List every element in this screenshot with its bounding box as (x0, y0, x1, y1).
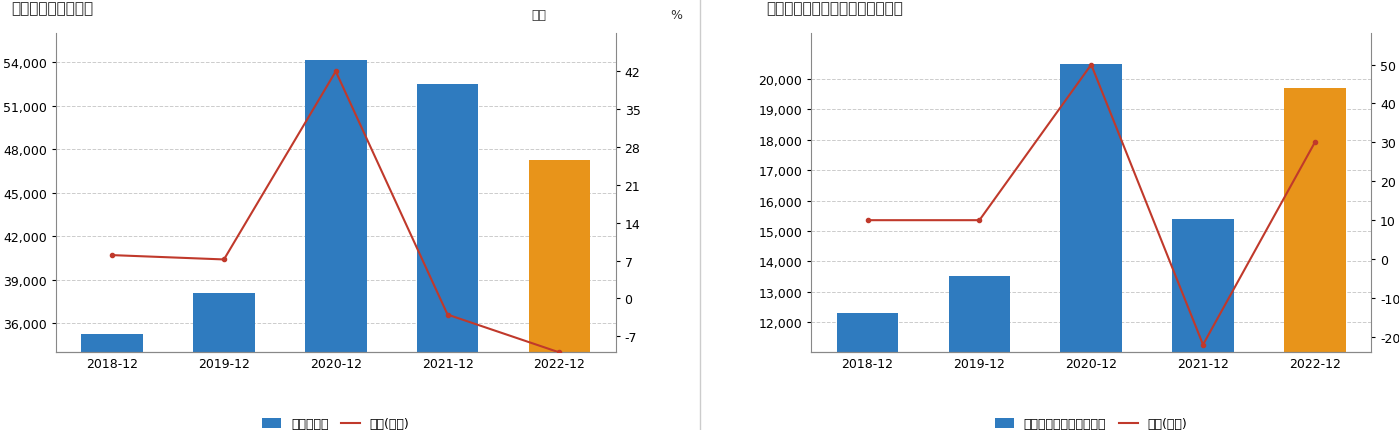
Bar (529, 160, 590, 430)
Text: %: % (670, 9, 683, 22)
Bar (193, 293, 255, 430)
Bar (81, 334, 143, 430)
Legend: 归属母公司股东的净利润, 同比(右轴): 归属母公司股东的净利润, 同比(右轴) (990, 412, 1192, 430)
Text: 万元: 万元 (532, 9, 547, 22)
Bar (1060, 64, 1122, 430)
Bar (305, 61, 367, 430)
Bar (1284, 89, 1346, 430)
Bar (949, 277, 1010, 430)
Bar (837, 313, 898, 430)
Bar (417, 85, 478, 430)
Text: 营业总收入及增长率: 营业总收入及增长率 (11, 2, 94, 17)
Bar (1172, 219, 1234, 430)
Legend: 营业总收入, 同比(右轴): 营业总收入, 同比(右轴) (257, 412, 414, 430)
Text: 归属母公司股东的净利润及增长率: 归属母公司股东的净利润及增长率 (767, 2, 904, 17)
